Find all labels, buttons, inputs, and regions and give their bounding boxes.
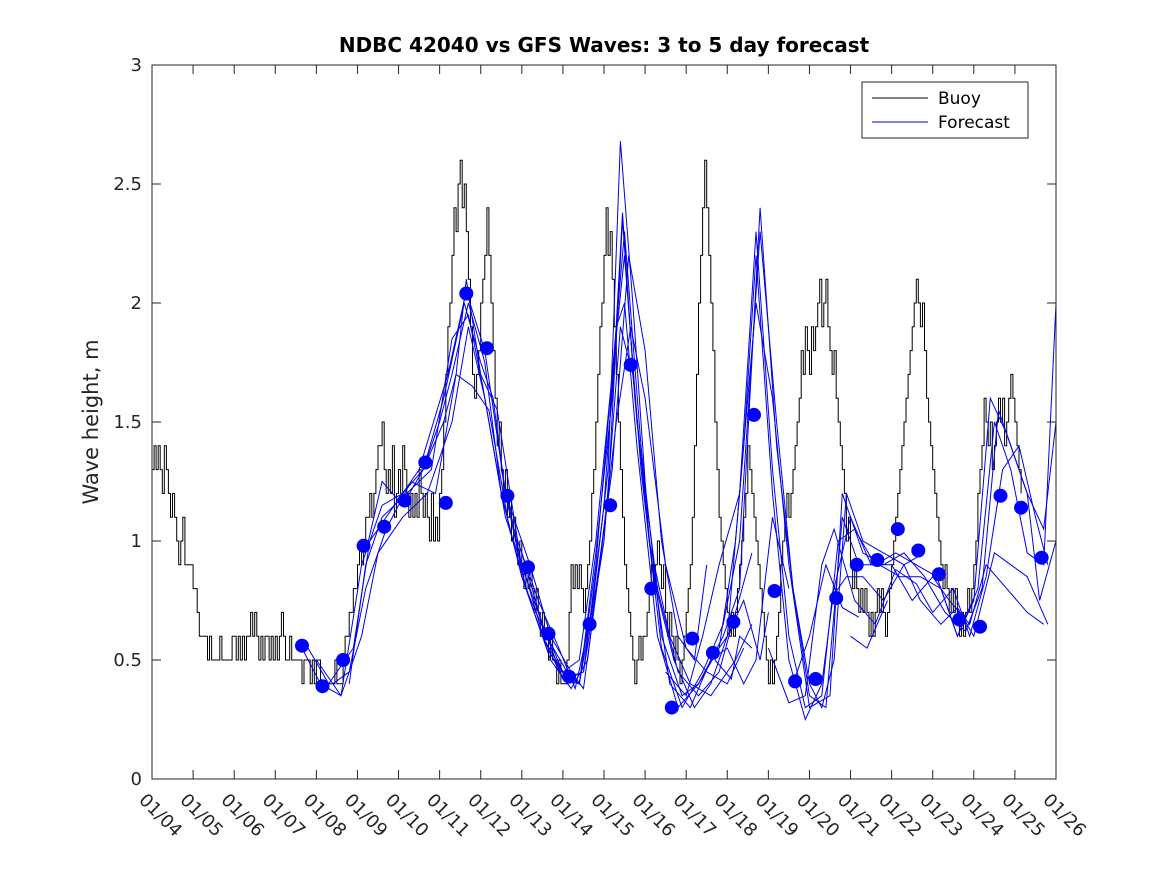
- forecast-series-line: [829, 552, 1049, 638]
- forecast-marker: [623, 357, 638, 372]
- y-tick-label: 2.5: [113, 174, 142, 195]
- forecast-marker: [541, 626, 556, 641]
- forecast-marker: [1014, 500, 1029, 515]
- y-tick-label: 3: [131, 55, 142, 76]
- forecast-marker: [664, 700, 679, 715]
- forecast-marker: [521, 560, 535, 575]
- forecast-marker: [931, 567, 946, 582]
- forecast-marker: [418, 455, 433, 470]
- forecast-marker: [397, 493, 412, 508]
- y-tick-label: 0.5: [113, 650, 142, 671]
- forecast-series-line: [714, 635, 753, 681]
- forecast-marker: [911, 543, 926, 558]
- forecast-marker: [973, 619, 987, 634]
- forecast-marker: [767, 584, 782, 598]
- forecast-series-line: [792, 563, 860, 684]
- forecast-marker: [849, 557, 864, 572]
- y-tick-label: 2: [131, 293, 142, 314]
- forecast-marker: [438, 495, 453, 510]
- forecast-marker: [603, 498, 618, 513]
- forecast-series-line: [500, 231, 1057, 709]
- forecast-marker: [562, 669, 577, 684]
- buoy-series-line: [152, 159, 1022, 685]
- forecast-series-line: [521, 302, 1057, 709]
- forecast-marker: [788, 674, 803, 689]
- y-tick-label: 1: [131, 531, 142, 552]
- legend-box: [861, 81, 1029, 139]
- forecast-series-line: [665, 231, 1057, 709]
- forecast-marker: [705, 645, 720, 660]
- forecast-marker: [295, 638, 309, 653]
- forecast-marker: [890, 522, 905, 537]
- forecast-marker: [1034, 550, 1049, 565]
- forecast-series-line: [850, 600, 888, 649]
- y-tick-label: 0: [131, 769, 142, 790]
- forecast-marker: [377, 519, 392, 534]
- forecast-series-line: [301, 255, 708, 697]
- forecast-marker: [747, 407, 761, 422]
- forecast-series-line: [710, 255, 1044, 721]
- forecast-marker: [582, 617, 597, 632]
- forecast-marker: [644, 581, 659, 596]
- forecast-marker: [500, 488, 515, 503]
- legend-forecast-label: Forecast: [938, 113, 1010, 133]
- chart-title: NDBC 42040 vs GFS Waves: 3 to 5 day fore…: [339, 33, 870, 57]
- forecast-marker: [993, 488, 1008, 503]
- forecast-marker: [952, 612, 967, 627]
- plot-area: [152, 65, 1056, 779]
- forecast-marker: [479, 341, 494, 356]
- forecast-marker: [808, 672, 823, 686]
- legend-buoy-label: Buoy: [938, 89, 981, 109]
- y-axis-label: Wave height, m: [79, 339, 103, 504]
- forecast-marker: [336, 653, 351, 667]
- forecast-marker: [726, 614, 741, 629]
- forecast-marker: [315, 679, 330, 694]
- forecast-series-line: [422, 207, 925, 709]
- forecast-marker: [829, 591, 844, 606]
- forecast-marker: [870, 553, 885, 567]
- y-tick-label: 1.5: [113, 412, 142, 433]
- forecast-marker: [459, 286, 474, 301]
- forecast-marker: [356, 538, 371, 553]
- forecast-marker: [685, 631, 700, 646]
- series-layer: [152, 141, 1057, 721]
- legend: Buoy Forecast: [861, 81, 1029, 139]
